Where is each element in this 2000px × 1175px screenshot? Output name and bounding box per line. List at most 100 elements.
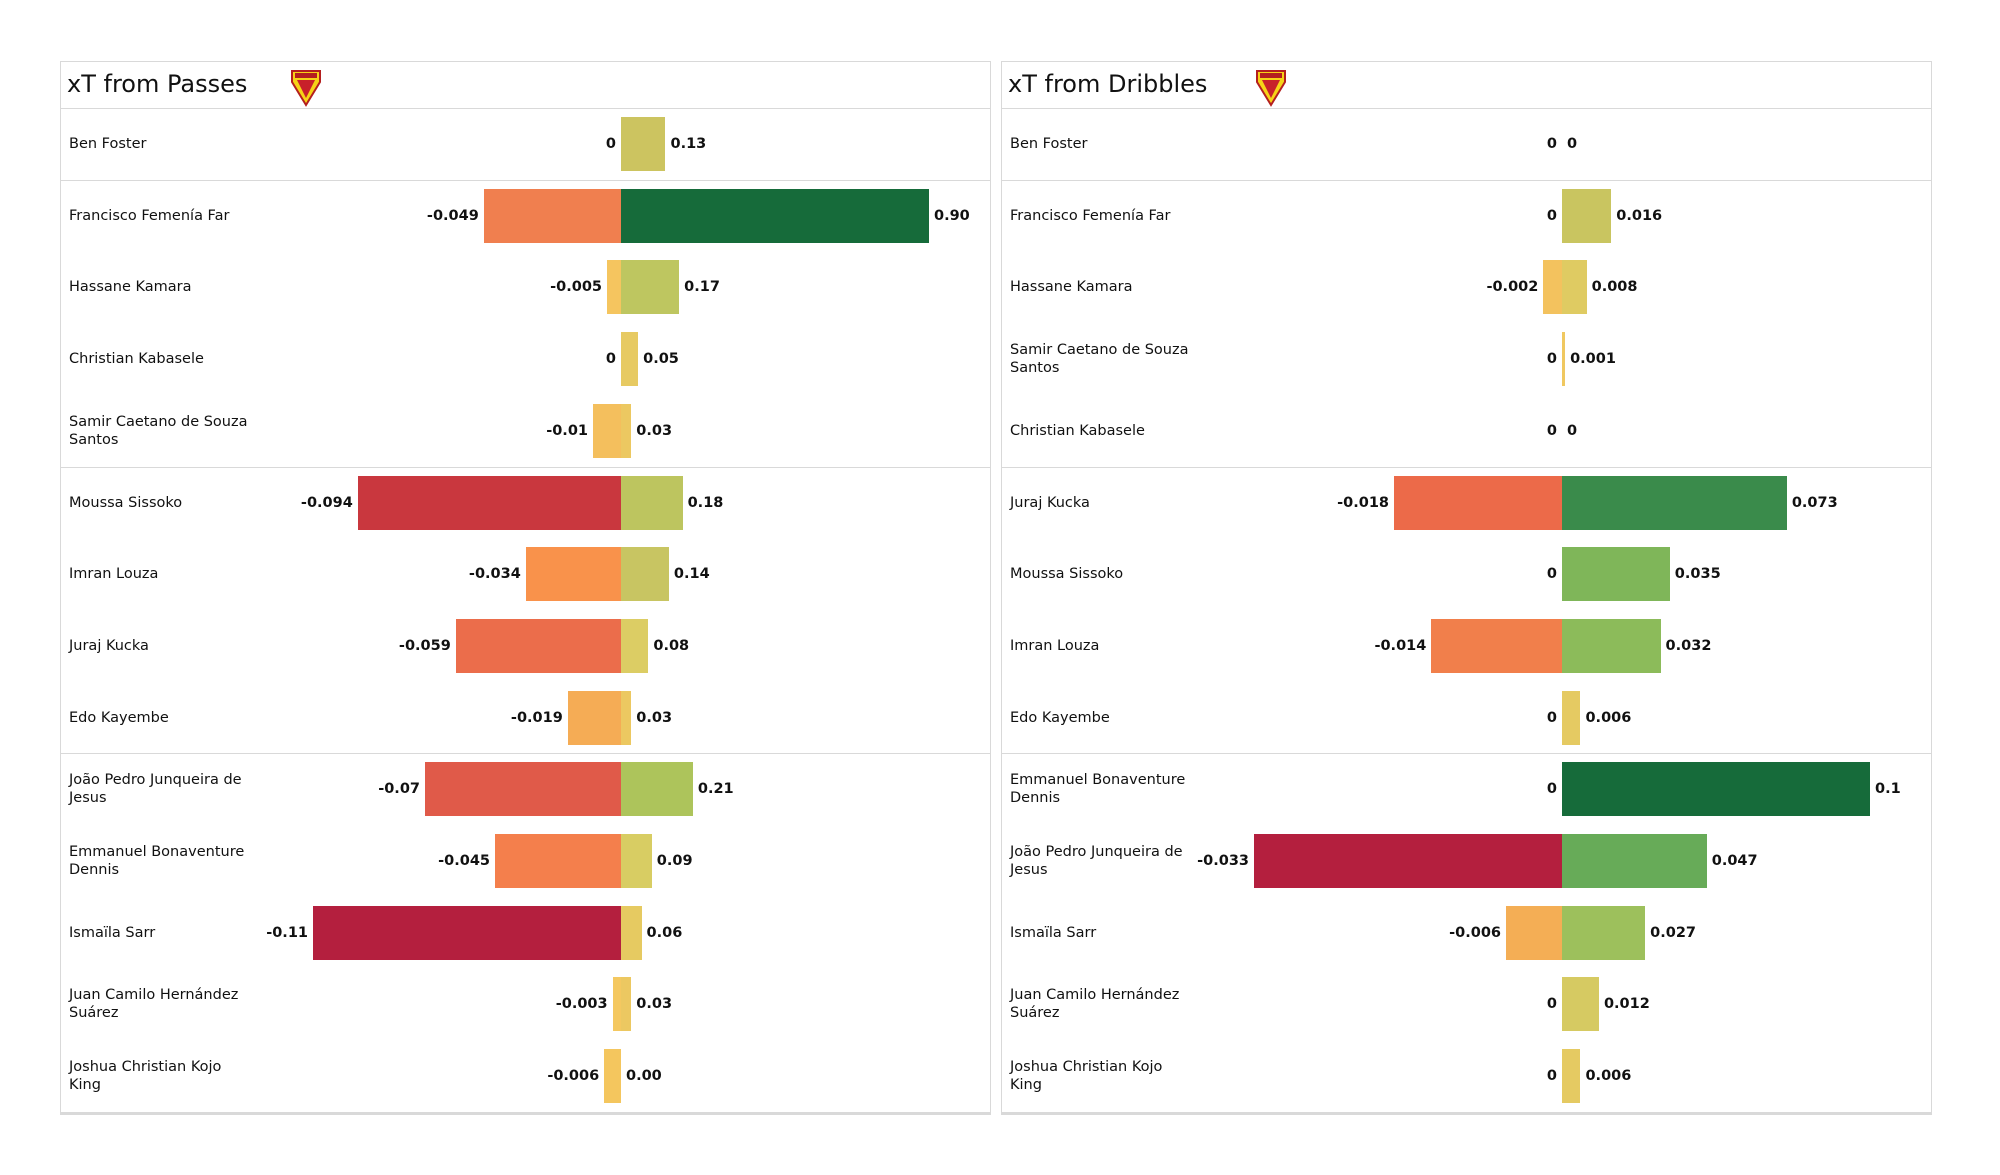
player-name: Samir Caetano de Souza Santos: [69, 413, 248, 448]
value-label: 0.016: [1616, 207, 1663, 224]
value-label: 0.14: [673, 566, 710, 583]
player-name: Edo Kayembe: [1010, 709, 1110, 726]
bar-negative: [1543, 260, 1562, 315]
bar-negative: [593, 403, 621, 458]
bar-negative: [567, 690, 621, 745]
bar-positive: [1562, 834, 1707, 888]
player-name: Francisco Femenía Far: [1010, 207, 1171, 224]
group-separator: [1002, 466, 1931, 468]
player-name: Emmanuel Bonaventure Dennis: [69, 844, 245, 878]
panel: xT from Dribbles Ben Foster 0 0 Francisco F…: [1001, 61, 1932, 1115]
value-label: 0: [1546, 351, 1557, 368]
bar-negative: [607, 260, 621, 315]
player-name: Edo Kayembe: [69, 709, 169, 726]
value-label: 0: [1546, 1068, 1557, 1085]
bar-positive: [1562, 260, 1587, 315]
club-logo: [291, 70, 321, 107]
bar-positive: [621, 834, 652, 888]
value-label: -0.006: [1449, 924, 1501, 941]
player-name: Juan Camilo Hernández Suárez: [1010, 987, 1180, 1022]
player-name: Imran Louza: [69, 566, 159, 583]
value-label: 0.006: [1585, 1068, 1632, 1085]
value-label: -0.033: [1197, 853, 1249, 869]
value-label: 0.03: [636, 709, 673, 726]
value-label: -0.003: [555, 996, 608, 1013]
bar-negative: [612, 977, 621, 1032]
value-label: 0.027: [1650, 924, 1697, 941]
value-label: -0.094: [300, 494, 353, 511]
value-label: -0.07: [378, 781, 420, 798]
value-label: 0.13: [670, 136, 707, 152]
value-label: -0.002: [1486, 279, 1539, 296]
player-name: Imran Louza: [1010, 637, 1100, 654]
bar-positive: [621, 475, 683, 530]
value-label: 0.032: [1665, 637, 1712, 654]
value-label: 0: [605, 351, 616, 368]
value-label: 0.17: [684, 279, 720, 296]
bar-positive: [621, 403, 632, 458]
bar-positive: [1562, 1049, 1581, 1104]
player-name: Ismaïla Sarr: [69, 924, 156, 941]
value-label: 0.1: [1875, 781, 1901, 798]
value-label: 0: [1546, 136, 1557, 152]
bar-positive: [621, 762, 693, 817]
value-label: 0.90: [934, 207, 970, 224]
panel-header: xT from Dribbles: [1002, 62, 1931, 109]
value-label: 0.06: [646, 924, 683, 941]
value-label: 0.08: [653, 637, 690, 654]
value-label: -0.018: [1337, 494, 1389, 511]
bar-negative: [525, 547, 621, 602]
value-label: 0.09: [656, 853, 693, 869]
panel-title: xT from Passes: [67, 70, 248, 98]
player-name: Ben Foster: [1010, 136, 1088, 152]
bar-positive: [1562, 690, 1581, 745]
player-name: Ismaïla Sarr: [1010, 924, 1097, 941]
value-label: -0.045: [438, 853, 490, 869]
value-label: 0: [1546, 781, 1557, 798]
value-label: 0.035: [1674, 566, 1721, 583]
value-label: -0.019: [510, 709, 563, 726]
group-separator: [61, 179, 990, 181]
bar-positive: [1562, 332, 1566, 387]
value-label: 0.00: [626, 1068, 662, 1085]
bar-positive: [1562, 762, 1870, 817]
bar-negative: [455, 618, 621, 673]
value-label: -0.006: [547, 1068, 600, 1085]
bar-positive: [621, 690, 632, 745]
value-label: 0.073: [1791, 494, 1838, 511]
bar-positive: [1562, 188, 1612, 243]
panel: xT from Passes Ben Foster 0 0.13 Francisco …: [60, 61, 991, 1115]
group-separator: [1002, 753, 1931, 755]
bar-negative: [313, 905, 621, 960]
value-label: 0.21: [697, 781, 734, 798]
player-name: Juraj Kucka: [69, 637, 149, 654]
bar-negative: [425, 762, 621, 817]
bar-negative: [604, 1049, 621, 1104]
value-label: 0: [1546, 996, 1557, 1013]
bar-positive: [1562, 905, 1646, 960]
player-name: Joshua Christian Kojo King: [69, 1059, 222, 1094]
bar-positive: [1562, 475, 1787, 530]
value-label: -0.034: [468, 566, 521, 583]
panel-header: xT from Passes: [61, 62, 990, 109]
value-label: -0.01: [546, 422, 588, 439]
value-label: 0.05: [643, 351, 679, 368]
bar-negative: [1506, 905, 1562, 960]
bar-positive: [621, 618, 649, 673]
value-label: -0.059: [398, 637, 451, 654]
value-label: 0.008: [1591, 279, 1638, 296]
bar-negative: [1394, 475, 1562, 530]
bar-positive: [621, 188, 929, 243]
player-name: Moussa Sissoko: [1010, 566, 1124, 583]
bar-positive: [621, 332, 639, 387]
club-logo: [1256, 70, 1286, 107]
value-label: 0: [1546, 207, 1557, 224]
player-name: Hassane Kamara: [1010, 279, 1133, 296]
player-name: Christian Kabasele: [1010, 422, 1145, 439]
value-label: 0: [1567, 136, 1578, 152]
player-name: Samir Caetano de Souza Santos: [1010, 342, 1189, 377]
player-name: Christian Kabasele: [69, 351, 204, 368]
player-name: João Pedro Junqueira de Jesus: [1010, 844, 1183, 878]
bar-positive: [621, 260, 680, 315]
value-label: 0.012: [1603, 996, 1650, 1013]
